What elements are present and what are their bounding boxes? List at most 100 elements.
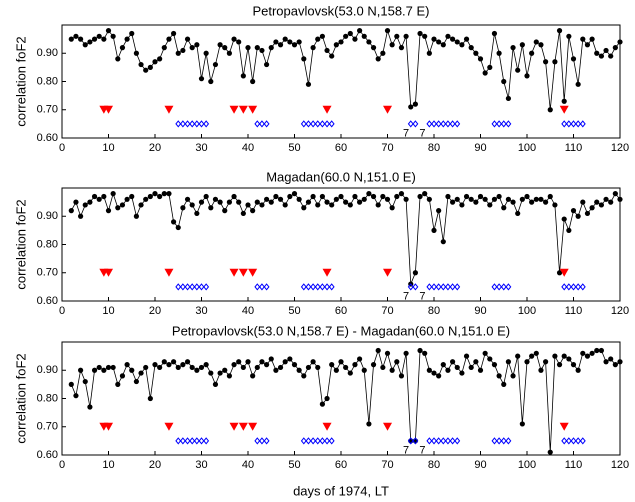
data-line — [70, 192, 621, 285]
triangle-marker — [238, 268, 248, 277]
data-point — [222, 45, 228, 51]
data-point — [203, 362, 209, 368]
data-point — [91, 193, 98, 200]
diamond-marker — [305, 283, 312, 291]
diamond-marker — [445, 437, 451, 445]
diamond-marker — [184, 283, 191, 291]
data-point — [273, 39, 279, 45]
triangle-marker — [559, 422, 569, 431]
data-point — [319, 401, 325, 407]
data-point — [236, 199, 242, 205]
data-point — [110, 191, 116, 197]
data-point — [333, 42, 339, 48]
data-point — [459, 42, 465, 48]
data-point — [412, 101, 418, 107]
data-point — [105, 208, 112, 214]
data-point — [82, 42, 88, 48]
x-tick-label: 10 — [102, 305, 114, 317]
data-point — [412, 270, 418, 276]
data-point — [296, 196, 302, 202]
data-point — [529, 50, 535, 56]
diamond-marker — [570, 120, 577, 128]
data-point — [264, 196, 270, 202]
diamond-marker — [561, 283, 568, 291]
data-point — [105, 364, 112, 371]
data-point — [198, 199, 205, 205]
data-point — [603, 47, 609, 54]
data-point — [133, 378, 139, 385]
data-point — [380, 364, 386, 371]
data-point — [515, 353, 521, 359]
data-point — [543, 359, 549, 365]
data-point — [366, 421, 372, 427]
diamond-marker — [575, 437, 582, 445]
diamond-marker — [412, 283, 419, 291]
y-axis-label: correlation foF2 — [13, 199, 28, 289]
data-point — [87, 404, 93, 410]
diamond-marker — [575, 283, 582, 291]
data-point — [208, 78, 214, 85]
data-point — [194, 210, 200, 217]
data-point — [310, 193, 316, 200]
x-tick-label: 50 — [288, 459, 300, 471]
y-tick-label: 0.70 — [37, 421, 58, 433]
data-point — [143, 196, 149, 202]
data-point — [375, 202, 381, 208]
data-point — [161, 45, 167, 51]
diamond-marker — [193, 120, 200, 128]
data-point — [268, 356, 274, 362]
data-point — [87, 199, 93, 205]
data-point — [491, 362, 498, 368]
data-point — [543, 199, 549, 205]
data-point — [296, 367, 302, 373]
data-point — [301, 205, 307, 211]
data-point — [240, 364, 246, 371]
diamond-marker — [449, 120, 456, 128]
data-point — [361, 196, 367, 202]
data-point — [482, 350, 488, 356]
data-point — [222, 367, 228, 373]
data-point — [468, 45, 474, 51]
data-point — [556, 28, 563, 34]
data-point — [157, 193, 163, 200]
data-point — [208, 370, 214, 376]
triangle-marker — [164, 105, 174, 114]
data-point — [440, 42, 446, 48]
data-point — [287, 193, 293, 200]
x-tick-label: 100 — [518, 142, 536, 154]
x-tick-label: 80 — [428, 459, 440, 471]
data-point — [538, 367, 544, 373]
diamond-marker — [505, 437, 512, 445]
data-point — [101, 193, 107, 200]
data-point — [184, 359, 191, 365]
data-point — [496, 50, 502, 56]
triangle-marker — [383, 105, 392, 114]
data-point — [463, 193, 470, 200]
data-point — [110, 33, 116, 39]
data-point — [431, 227, 437, 233]
data-point — [561, 98, 567, 104]
data-point — [510, 45, 516, 51]
diamond-marker — [300, 437, 307, 445]
data-point — [236, 39, 242, 45]
data-point — [463, 353, 470, 359]
x-tick-label: 10 — [102, 142, 114, 154]
diamond-marker — [189, 437, 196, 445]
data-point — [357, 28, 363, 34]
data-point — [254, 199, 260, 205]
diamond-marker — [198, 120, 205, 128]
data-point — [287, 356, 293, 362]
diamond-marker — [324, 283, 330, 291]
data-point — [101, 36, 107, 42]
data-point — [594, 50, 600, 56]
data-point — [180, 362, 186, 368]
data-point — [78, 36, 84, 42]
data-point — [612, 45, 618, 51]
diamond-marker — [254, 437, 261, 445]
data-point — [603, 359, 609, 365]
data-point — [152, 362, 158, 368]
annotation: 7 — [419, 291, 425, 303]
diamond-marker — [300, 283, 307, 291]
data-point — [459, 202, 465, 208]
